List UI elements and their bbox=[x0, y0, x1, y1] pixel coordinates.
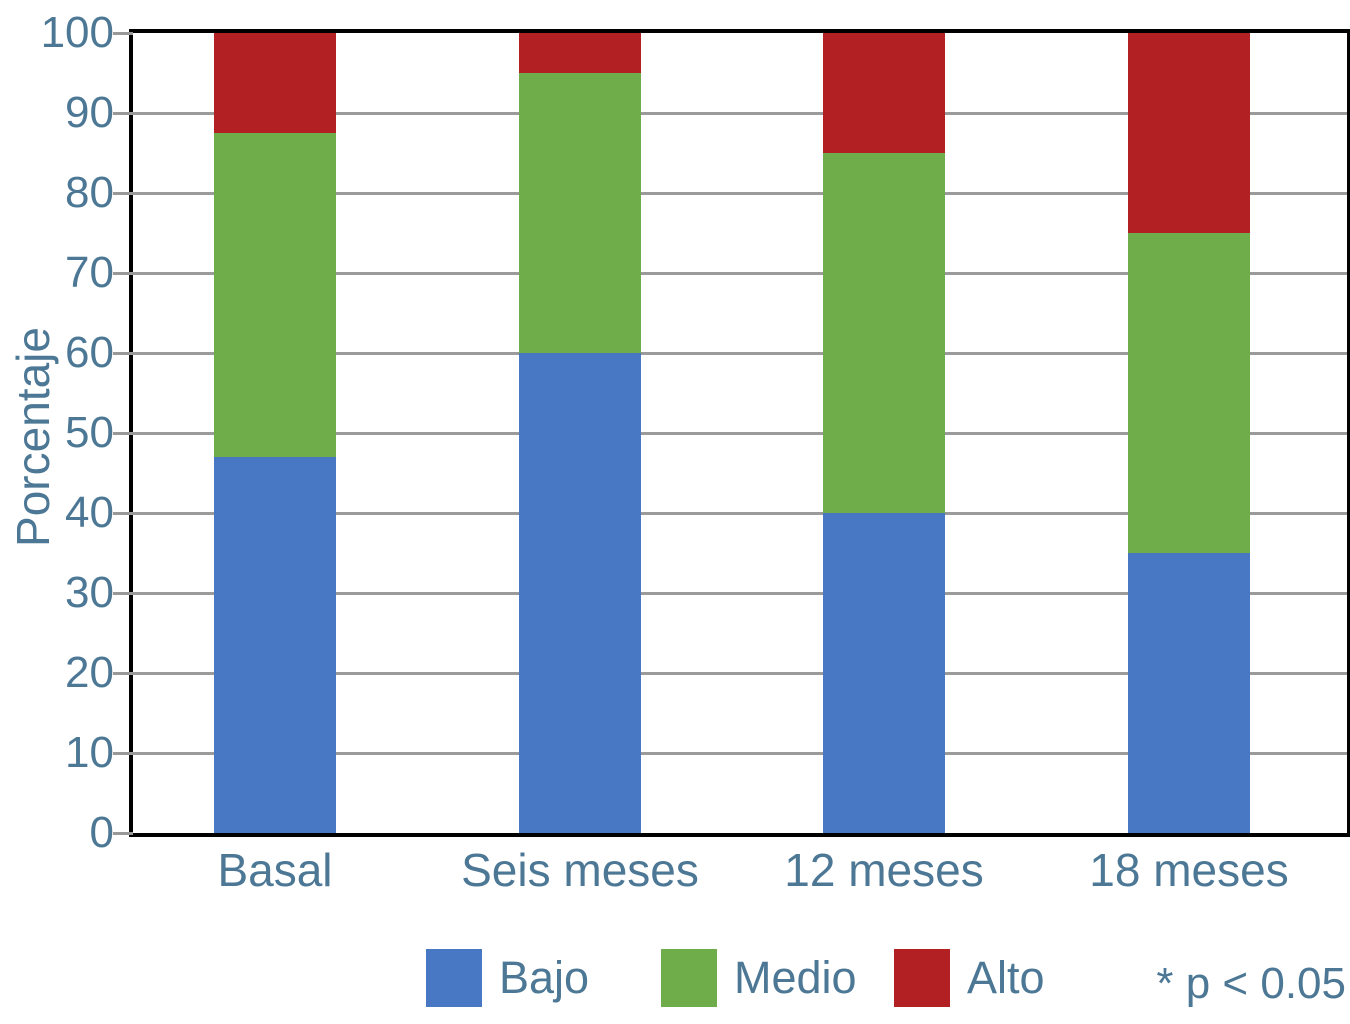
significance-note: * p < 0.05 bbox=[1156, 959, 1346, 1008]
legend-item-bajo: Bajo bbox=[426, 949, 589, 1007]
bar-segment-alto bbox=[1128, 33, 1250, 233]
gridline bbox=[133, 112, 1347, 115]
bar-18-meses bbox=[1128, 33, 1250, 833]
y-tick-label: 60 bbox=[65, 328, 114, 377]
legend-swatch-medio bbox=[661, 949, 717, 1007]
legend-label: Medio bbox=[734, 952, 857, 1003]
y-tick-mark bbox=[113, 511, 133, 515]
y-tick-mark bbox=[113, 831, 133, 835]
bar-segment-alto bbox=[823, 33, 945, 153]
gridline bbox=[133, 192, 1347, 195]
y-tick-label: 0 bbox=[89, 808, 114, 857]
bar-segment-alto bbox=[519, 33, 641, 73]
legend-swatch-alto bbox=[894, 949, 950, 1007]
bar-segment-medio bbox=[823, 153, 945, 513]
gridline bbox=[133, 592, 1347, 595]
y-tick-label: 10 bbox=[65, 728, 114, 777]
bar-segment-bajo bbox=[519, 353, 641, 833]
y-tick-mark bbox=[113, 591, 133, 595]
y-tick-label: 30 bbox=[65, 568, 114, 617]
y-tick-mark bbox=[113, 111, 133, 115]
gridline bbox=[133, 432, 1347, 435]
x-tick-label: 12 meses bbox=[784, 844, 984, 896]
bar-segment-bajo bbox=[1128, 553, 1250, 833]
y-tick-label: 90 bbox=[65, 88, 114, 137]
y-tick-label: 40 bbox=[65, 488, 114, 537]
gridline bbox=[133, 672, 1347, 675]
y-tick-label: 80 bbox=[65, 168, 114, 217]
y-tick-mark bbox=[113, 431, 133, 435]
legend-item-alto: Alto bbox=[894, 949, 1045, 1007]
y-tick-mark bbox=[113, 671, 133, 675]
plot-area bbox=[129, 29, 1350, 837]
bar-seis-meses bbox=[519, 33, 641, 833]
y-tick-label: 70 bbox=[65, 248, 114, 297]
y-tick-mark bbox=[113, 191, 133, 195]
bar-segment-bajo bbox=[214, 457, 336, 833]
bar-12-meses bbox=[823, 33, 945, 833]
legend-item-medio: Medio bbox=[661, 949, 857, 1007]
legend-label: Bajo bbox=[499, 952, 590, 1003]
y-tick-mark bbox=[113, 31, 133, 35]
legend-label: Alto bbox=[967, 952, 1045, 1003]
y-tick-label: 50 bbox=[65, 408, 114, 457]
gridline bbox=[133, 512, 1347, 515]
y-tick-label: 20 bbox=[65, 648, 114, 697]
gridline bbox=[133, 752, 1347, 755]
bar-segment-medio bbox=[519, 73, 641, 353]
legend-swatch-bajo bbox=[426, 949, 482, 1007]
bar-segment-medio bbox=[1128, 233, 1250, 553]
gridline bbox=[133, 352, 1347, 355]
bar-segment-bajo bbox=[823, 513, 945, 833]
y-tick-mark bbox=[113, 351, 133, 355]
bar-basal bbox=[214, 33, 336, 833]
gridline bbox=[133, 272, 1347, 275]
x-tick-label: Seis meses bbox=[461, 844, 699, 896]
bar-segment-alto bbox=[214, 33, 336, 133]
y-tick-mark bbox=[113, 271, 133, 275]
bar-segment-medio bbox=[214, 133, 336, 457]
x-tick-label: 18 meses bbox=[1089, 844, 1289, 896]
y-tick-label: 100 bbox=[40, 8, 114, 57]
x-tick-label: Basal bbox=[217, 844, 333, 896]
y-tick-mark bbox=[113, 751, 133, 755]
